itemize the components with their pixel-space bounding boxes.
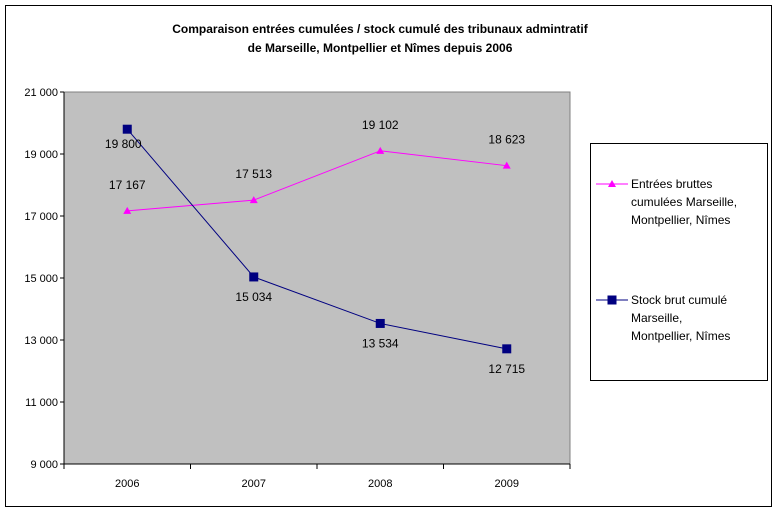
data-label: 19 800 xyxy=(105,137,142,151)
series-1: 19 800 15 034 13 534 12 715 xyxy=(105,124,525,376)
legend-label: Stock brut cumulé xyxy=(631,293,727,307)
data-label: 17 513 xyxy=(235,167,272,181)
data-point xyxy=(375,318,385,328)
y-tick-label: 17 000 xyxy=(24,211,58,223)
legend-marker xyxy=(607,295,617,305)
legend-label: Montpellier, Nîmes xyxy=(631,329,730,343)
x-tick-label: 2009 xyxy=(495,478,519,490)
x-tick-label: 2007 xyxy=(242,478,266,490)
data-point xyxy=(502,161,511,169)
data-label: 18 623 xyxy=(488,133,525,147)
data-point xyxy=(376,146,385,154)
data-label: 17 167 xyxy=(109,178,146,192)
data-point xyxy=(502,344,512,354)
data-label: 19 102 xyxy=(362,118,399,132)
legend-label: Montpellier, Nîmes xyxy=(631,213,730,227)
series-0: 17 167 17 513 19 102 18 623 xyxy=(109,118,525,214)
data-label: 13 534 xyxy=(362,336,399,350)
y-tick-label: 19 000 xyxy=(24,149,58,161)
legend-label: cumulées Marseille, xyxy=(631,195,737,209)
data-point xyxy=(122,124,132,134)
y-tick-label: 13 000 xyxy=(24,335,58,347)
series-line xyxy=(126,128,507,350)
y-tick-label: 9 000 xyxy=(30,459,58,471)
chart-title: Comparaison entrées cumulées / stock cum… xyxy=(172,22,588,36)
data-point xyxy=(123,206,132,214)
y-tick-label: 15 000 xyxy=(24,273,58,285)
legend-label: Entrées bruttes xyxy=(631,177,712,191)
series-line xyxy=(127,150,507,212)
legend-marker xyxy=(608,180,616,187)
x-tick-label: 2006 xyxy=(115,478,139,490)
data-label: 15 034 xyxy=(235,290,272,304)
legend xyxy=(590,143,768,381)
data-point xyxy=(249,196,258,204)
legend-label: Marseille, xyxy=(631,311,682,325)
data-point xyxy=(249,272,259,282)
data-label: 12 715 xyxy=(488,362,525,376)
x-tick-label: 2008 xyxy=(368,478,392,490)
y-tick-label: 11 000 xyxy=(25,397,58,409)
chart-subtitle: de Marseille, Montpellier et Nîmes depui… xyxy=(248,41,513,55)
y-tick-label: 21 000 xyxy=(24,87,58,99)
